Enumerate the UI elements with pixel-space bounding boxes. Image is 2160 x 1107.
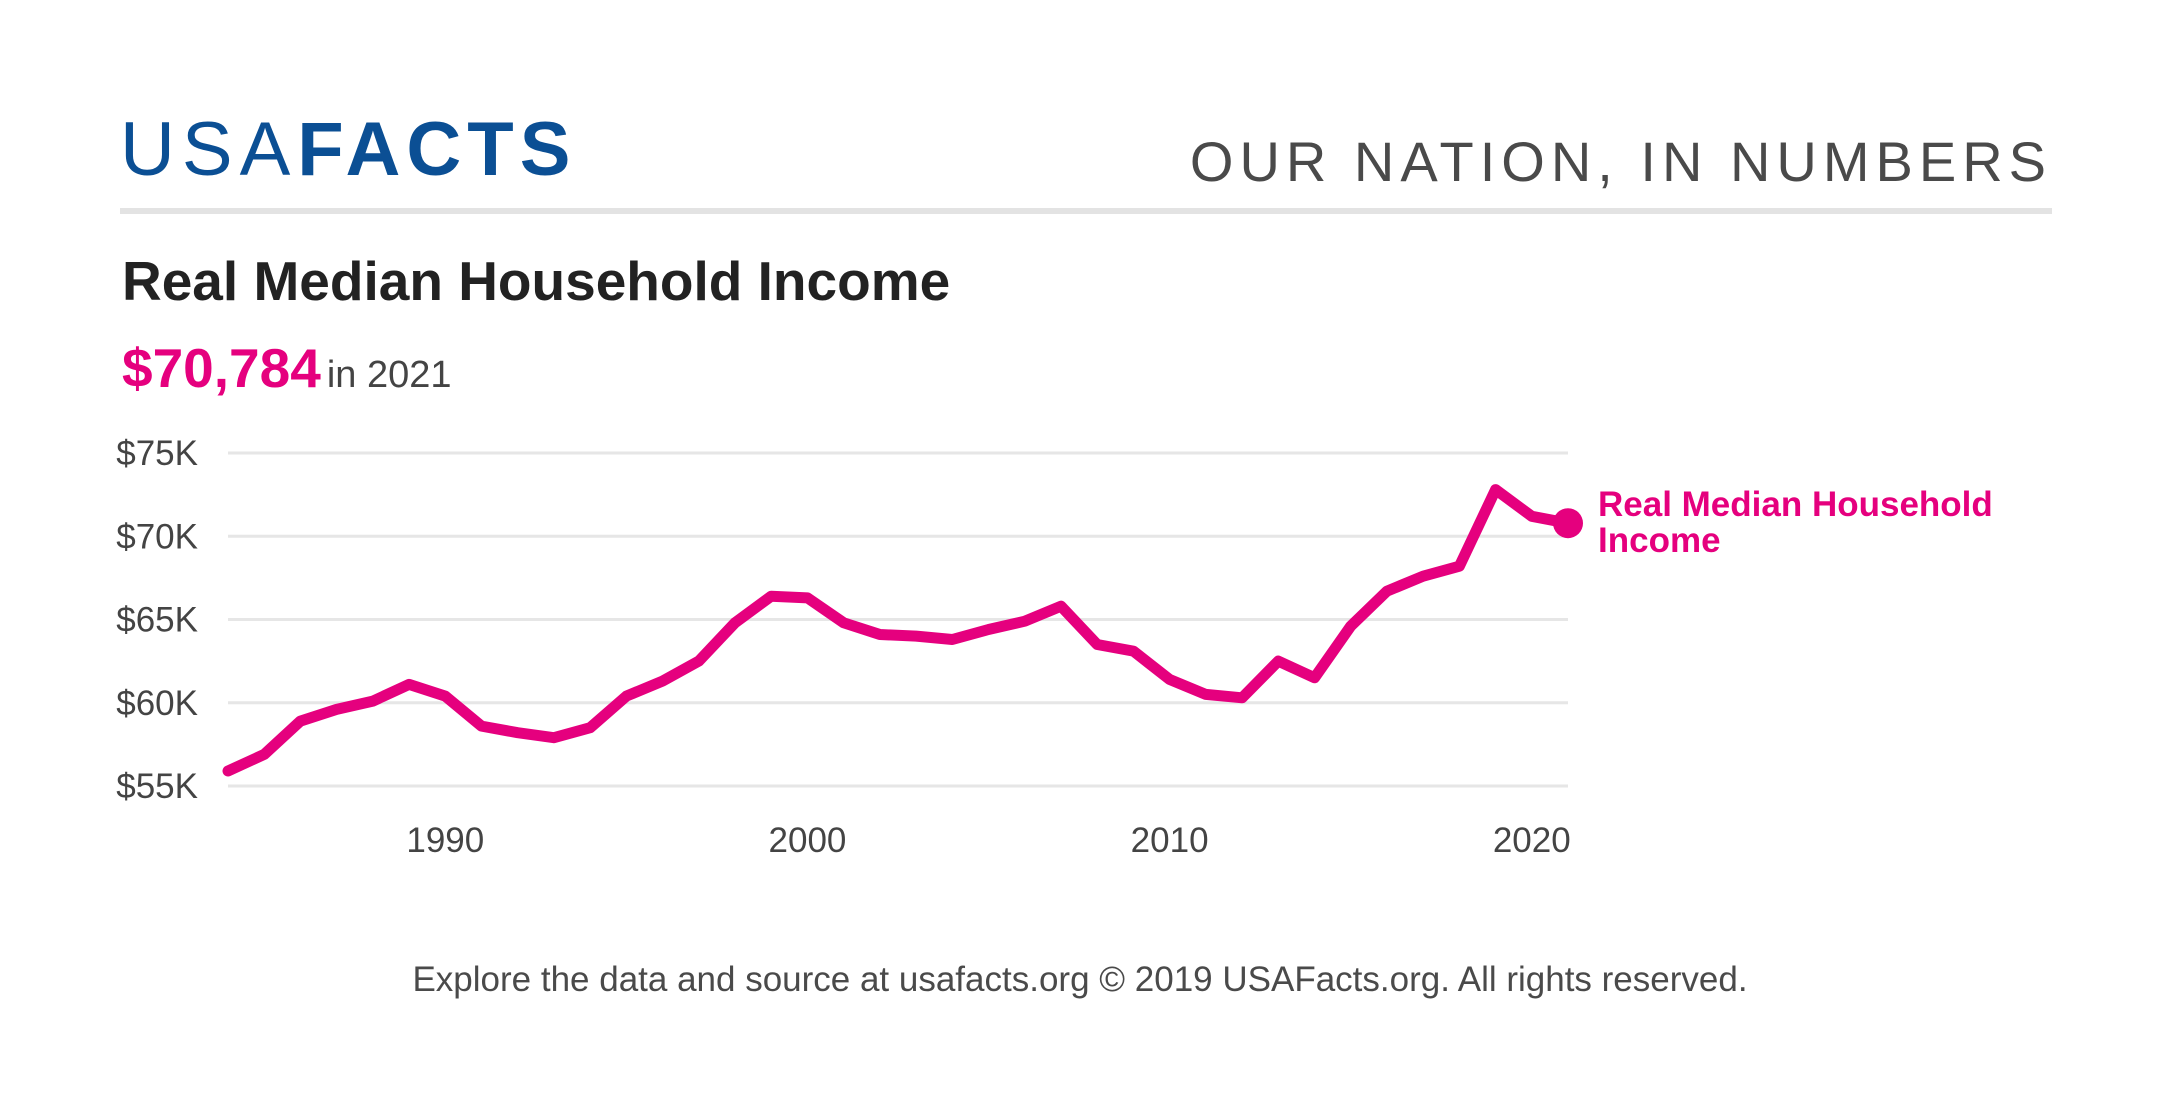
data-point-2014 xyxy=(1312,676,1316,680)
data-point-2006 xyxy=(1023,619,1027,623)
highlight-year: in 2021 xyxy=(326,354,452,396)
data-point-1985 xyxy=(262,752,266,756)
data-point-2015 xyxy=(1349,624,1353,628)
usafacts-logo: USAFACTS xyxy=(120,110,576,190)
chart-title: Real Median Household Income xyxy=(122,250,951,312)
data-point-2019 xyxy=(1494,488,1498,492)
y-tick-label: $65K xyxy=(116,601,198,640)
data-point-2005 xyxy=(987,627,991,631)
data-point-2001 xyxy=(842,621,846,625)
data-point-1995 xyxy=(624,694,628,698)
series-group: Real Median Household Income xyxy=(222,484,1993,777)
data-point-2013 xyxy=(1276,659,1280,663)
highlight-amount: $70,784 xyxy=(122,337,321,399)
header-divider xyxy=(120,208,2052,214)
data-point-2007 xyxy=(1059,604,1063,608)
data-point-1986 xyxy=(298,719,302,723)
data-point-2016 xyxy=(1385,589,1389,593)
logo-bold-text: FACTS xyxy=(297,107,577,192)
data-point-1989 xyxy=(407,682,411,686)
data-point-2017 xyxy=(1421,574,1425,578)
data-point-1988 xyxy=(371,699,375,703)
data-point-2020 xyxy=(1530,514,1534,518)
y-tick-label: $75K xyxy=(116,434,198,473)
x-tick-label: 1990 xyxy=(406,821,484,860)
data-point-2003 xyxy=(914,634,918,638)
data-point-2012 xyxy=(1240,696,1244,700)
x-tick-label: 2000 xyxy=(769,821,847,860)
grid-lines xyxy=(228,451,1568,788)
x-axis: 1990 2000 2010 2020 xyxy=(406,821,1570,860)
data-point-2008 xyxy=(1095,642,1099,646)
data-point-1990 xyxy=(443,694,447,698)
data-point-1997 xyxy=(697,659,701,663)
x-tick-label: 2020 xyxy=(1493,821,1571,860)
x-tick-label: 2010 xyxy=(1131,821,1209,860)
data-point-2011 xyxy=(1204,692,1208,696)
y-tick-label: $55K xyxy=(116,767,198,806)
data-point-2009 xyxy=(1131,649,1135,653)
data-point-1999 xyxy=(769,594,773,598)
data-point-1994 xyxy=(588,726,592,730)
end-point-marker xyxy=(1553,508,1583,539)
line-chart: $55K $60K $65K $70K $75K 1990 2000 2010 2020 Re… xyxy=(116,434,1993,860)
data-point-2002 xyxy=(878,632,882,636)
data-point-1998 xyxy=(733,621,737,625)
data-point-1987 xyxy=(335,707,339,711)
data-point-1991 xyxy=(480,724,484,728)
data-point-1992 xyxy=(516,731,520,735)
y-tick-label: $70K xyxy=(116,517,198,556)
series-line xyxy=(222,484,1574,777)
tagline: OUR NATION, IN NUMBERS xyxy=(1189,130,2052,193)
y-axis: $55K $60K $65K $70K $75K xyxy=(116,434,198,806)
y-tick-label: $60K xyxy=(116,684,198,723)
highlight-value: $70,784 in 2021 xyxy=(122,336,451,400)
data-point-2010 xyxy=(1168,677,1172,681)
data-point-1984 xyxy=(226,769,230,773)
data-point-2018 xyxy=(1457,564,1461,568)
data-point-1996 xyxy=(661,679,665,683)
series-end-label: Real Median Household Income xyxy=(1598,485,1993,560)
data-point-2004 xyxy=(950,637,954,641)
logo-light-text: USA xyxy=(120,107,298,192)
footer-credit: Explore the data and source at usafacts.… xyxy=(412,960,1748,999)
data-point-2000 xyxy=(805,596,809,600)
data-point-1993 xyxy=(552,736,556,740)
